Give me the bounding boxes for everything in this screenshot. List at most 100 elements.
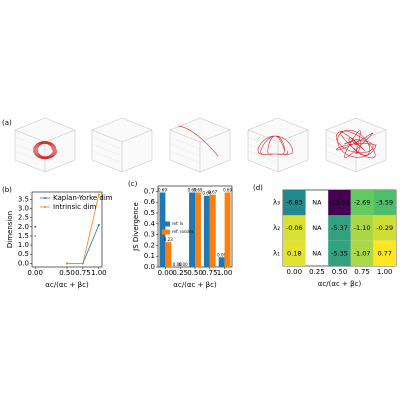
pane-grid bbox=[325, 150, 357, 164]
cell-label: -6.83 bbox=[286, 199, 303, 207]
trajectory bbox=[178, 125, 219, 157]
value-label: 0.69 bbox=[194, 187, 203, 192]
y-tick-label: 0.3 bbox=[144, 231, 155, 239]
x-tick-label: 0.25 bbox=[172, 269, 188, 277]
heat-cell bbox=[350, 190, 374, 216]
trajectory bbox=[33, 141, 58, 160]
cell-label: -0.29 bbox=[376, 224, 393, 232]
value-label: 0.09 bbox=[217, 252, 226, 257]
heat-cell bbox=[328, 190, 351, 216]
value-label: 0.00 bbox=[173, 262, 182, 267]
pane-grid bbox=[14, 150, 46, 164]
value-label: 0.69 bbox=[188, 187, 197, 192]
axis-pane bbox=[169, 117, 231, 173]
y-axis-label: Dimension bbox=[6, 211, 14, 248]
pane-grid bbox=[91, 150, 123, 164]
series-line bbox=[67, 194, 100, 264]
cell-label: -5.37 bbox=[331, 224, 348, 232]
y-tick-label: 2.5 bbox=[18, 214, 29, 222]
y-tick-label: 0.7 bbox=[144, 187, 155, 195]
row-label: λ₂ bbox=[273, 224, 280, 232]
trajectory bbox=[335, 129, 377, 159]
value-label: 0.23 bbox=[164, 237, 173, 242]
axis-pane bbox=[247, 117, 309, 173]
y-tick-label: 0.2 bbox=[144, 241, 155, 249]
x-tick-label: 0.00 bbox=[287, 268, 303, 276]
cell-label: -2.69 bbox=[354, 199, 371, 207]
y-tick-label: 3.0 bbox=[18, 204, 29, 212]
legend-swatch bbox=[162, 221, 170, 227]
pane-grid bbox=[169, 150, 201, 164]
heat-cell bbox=[350, 215, 374, 241]
cell-label: NA bbox=[312, 199, 322, 207]
legend-swatch bbox=[162, 229, 170, 235]
cell-label: -0.06 bbox=[286, 224, 303, 232]
pane-grid bbox=[169, 136, 201, 150]
y-tick-label: 2.0 bbox=[18, 223, 29, 231]
x-tick-label: 0.50 bbox=[59, 269, 75, 277]
pane-grid bbox=[14, 143, 46, 157]
y-tick-label: 0.1 bbox=[144, 252, 155, 260]
y-tick-label: 0.5 bbox=[18, 250, 29, 258]
x-axis-label: αc/(αc + βc) bbox=[318, 280, 362, 288]
marker bbox=[34, 225, 37, 228]
pane-grid bbox=[14, 136, 46, 150]
y-tick-label: 0.6 bbox=[144, 198, 156, 206]
legend-label: Kaplan-Yorke dim bbox=[53, 194, 113, 202]
y-axis-label: JS Divergence bbox=[132, 202, 140, 252]
x-tick-label: 0.75 bbox=[202, 269, 218, 277]
heat-cell bbox=[373, 240, 396, 266]
heat-cell bbox=[328, 240, 351, 266]
legend-label: Intrinsic dim bbox=[53, 203, 97, 211]
panel-label: (a) bbox=[2, 119, 12, 127]
axis-pane bbox=[91, 117, 153, 173]
bar bbox=[218, 257, 225, 267]
cell-label: NA bbox=[312, 249, 322, 257]
value-label: 0.67 bbox=[208, 190, 217, 195]
axis-pane bbox=[14, 117, 76, 173]
cell-label: 0.77 bbox=[377, 249, 391, 257]
pane-grid bbox=[91, 143, 123, 157]
cell-label: -1.07 bbox=[354, 249, 371, 257]
x-tick-label: 0.00 bbox=[27, 269, 43, 277]
trajectory bbox=[257, 135, 293, 155]
heat-cell bbox=[373, 215, 396, 241]
bar bbox=[165, 242, 172, 267]
value-label: 0.66 bbox=[202, 191, 211, 196]
y-tick-label: 3.5 bbox=[18, 195, 29, 203]
legend-label: ref: rossler bbox=[172, 229, 194, 234]
x-tick-label: 1.00 bbox=[217, 269, 233, 277]
marker bbox=[34, 234, 37, 237]
bar bbox=[195, 192, 201, 267]
y-tick-label: 0.4 bbox=[144, 220, 156, 228]
value-label: 0.69 bbox=[223, 187, 232, 192]
heat-cell bbox=[283, 215, 306, 241]
y-tick-label: 0.0 bbox=[144, 263, 155, 271]
cell-label: -3.59 bbox=[376, 199, 393, 207]
y-tick-label: 1.5 bbox=[18, 232, 29, 240]
legend-marker bbox=[44, 197, 46, 199]
x-tick-label: 0.75 bbox=[354, 268, 370, 276]
x-axis-label: αc/(αc + βc) bbox=[173, 281, 217, 289]
x-tick-label: 0.75 bbox=[75, 269, 91, 277]
heat-cell bbox=[350, 240, 374, 266]
bar bbox=[189, 192, 195, 267]
legend-label: ref: lv bbox=[172, 221, 184, 226]
row-label: λ₁ bbox=[273, 249, 280, 257]
heat-cell bbox=[328, 215, 351, 241]
heat-cell bbox=[283, 190, 306, 216]
cell-label: 0.18 bbox=[287, 249, 301, 257]
value-label: 0.69 bbox=[158, 187, 167, 192]
y-tick-label: 0.0 bbox=[18, 259, 29, 267]
heat-cell bbox=[373, 190, 396, 216]
row-label: λ₃ bbox=[273, 199, 280, 207]
cell-label: NA bbox=[312, 224, 322, 232]
x-tick-label: 1.00 bbox=[377, 268, 393, 276]
pane-grid bbox=[247, 150, 279, 164]
cell-label: -5.35 bbox=[331, 249, 348, 257]
x-tick-label: 0.00 bbox=[158, 269, 174, 277]
x-axis-label: αc/(αc + βc) bbox=[45, 281, 89, 289]
y-tick-label: 1.0 bbox=[18, 241, 29, 249]
pane-grid bbox=[325, 136, 357, 150]
